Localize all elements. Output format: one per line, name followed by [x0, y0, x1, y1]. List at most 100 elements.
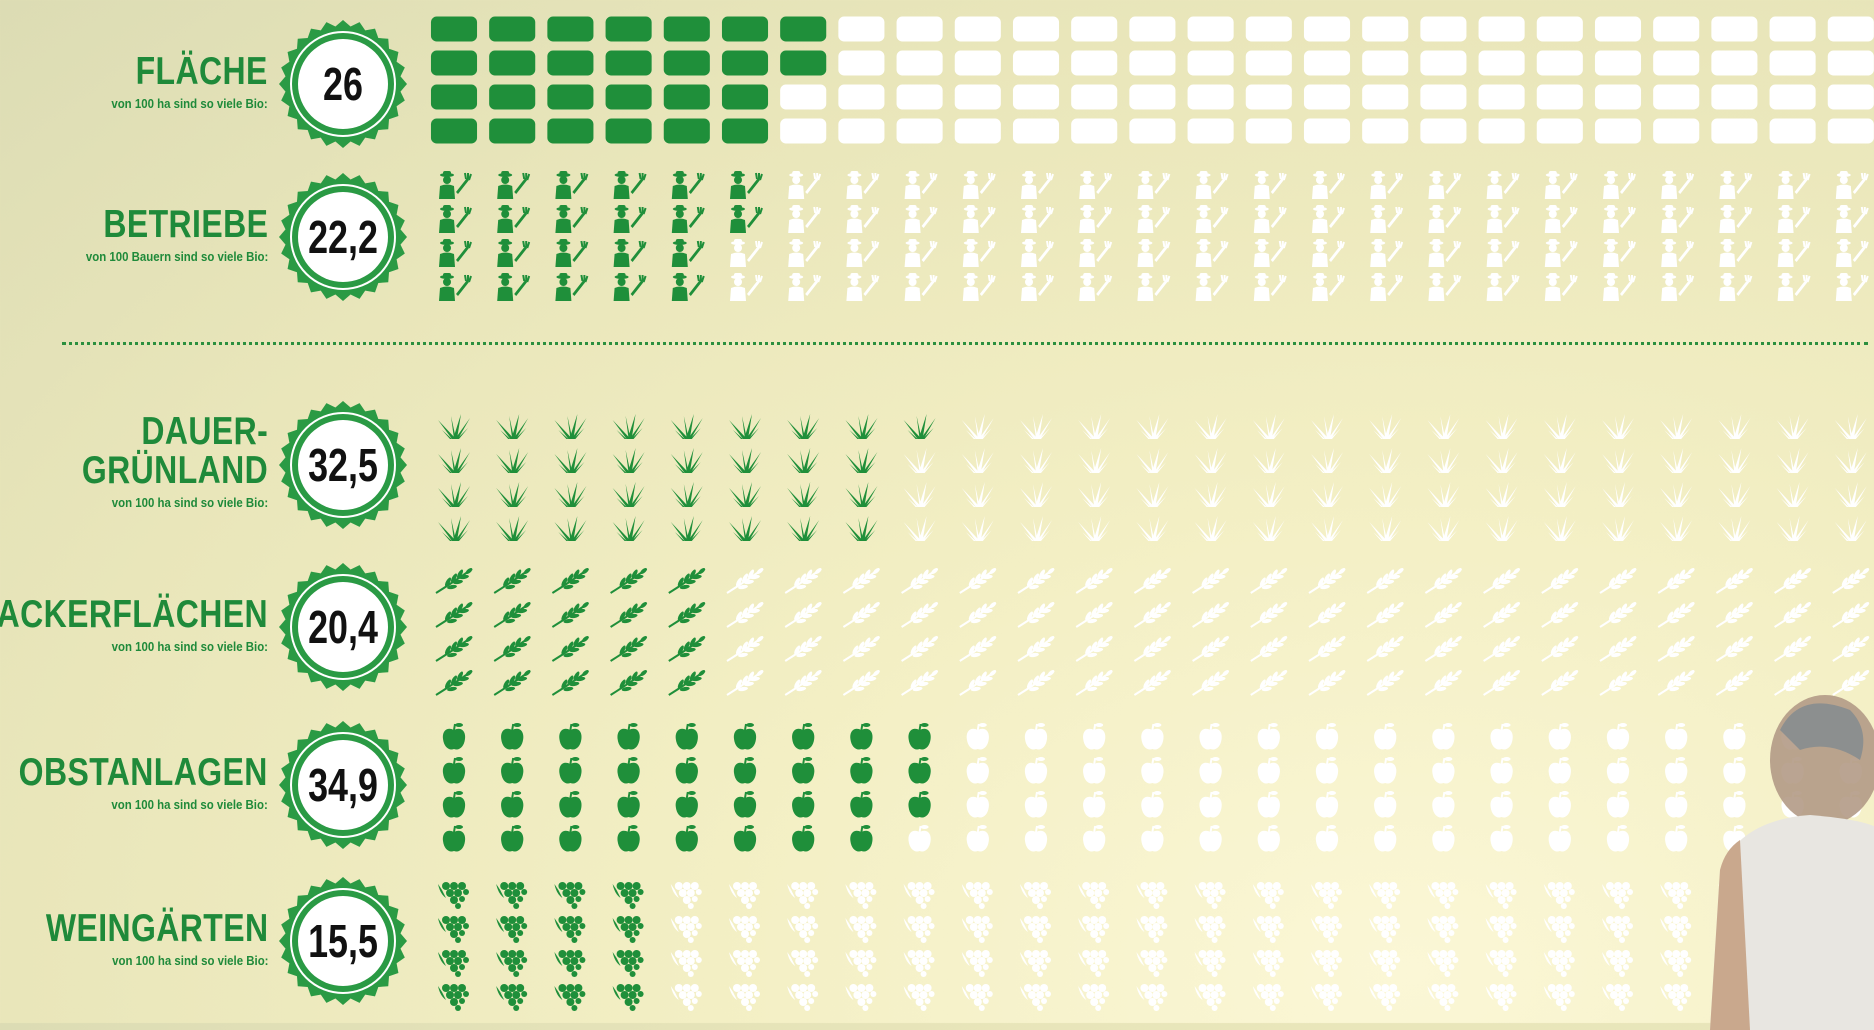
- betriebe-bio-farmer-icon: [437, 272, 473, 302]
- wein-bio-grapes-icon: [496, 882, 528, 909]
- wein-conventional-grapes-icon: [1369, 916, 1401, 943]
- acker-conventional-wheat-icon: [1540, 599, 1581, 629]
- flaeche-bio-field-block-icon: [489, 50, 536, 76]
- dauer-conventional-grass-icon: [1602, 448, 1634, 473]
- wein-conventional-grapes-icon: [670, 916, 702, 943]
- betriebe-conventional-farmer-icon: [1776, 204, 1811, 234]
- obst-bio-apple-icon: [790, 824, 816, 853]
- betriebe-conventional-farmer-icon: [1601, 238, 1637, 268]
- flaeche-conventional-field-block-icon: [1362, 50, 1409, 76]
- obst-conventional-apple-icon: [1198, 824, 1223, 853]
- betriebe-bio-farmer-icon: [554, 238, 589, 268]
- flaeche-bio-field-block-icon: [721, 50, 769, 76]
- betriebe-conventional-farmer-icon: [728, 238, 764, 268]
- acker-conventional-wheat-icon: [1482, 667, 1523, 697]
- flaeche-conventional-field-block-icon: [780, 118, 827, 144]
- betriebe-bio-farmer-icon: [612, 204, 647, 234]
- wein-conventional-grapes-icon: [1485, 882, 1517, 909]
- acker-conventional-wheat-icon: [1133, 667, 1173, 697]
- obst-bio-apple-icon: [441, 824, 467, 853]
- flaeche-conventional-field-block-icon: [1536, 118, 1583, 144]
- wein-conventional-grapes-icon: [787, 950, 819, 977]
- wein-conventional-grapes-icon: [845, 882, 877, 909]
- dauer-bio-grass-icon: [554, 516, 587, 541]
- flaeche-conventional-field-block-icon: [1769, 50, 1816, 76]
- betriebe-bio-farmer-icon: [670, 204, 705, 234]
- wein-conventional-grapes-icon: [1369, 984, 1401, 1011]
- flaeche-conventional-field-block-icon: [838, 118, 885, 144]
- dauer-conventional-grass-icon: [1369, 482, 1402, 507]
- flaeche-value-badge: 26: [278, 19, 408, 149]
- obst-conventional-apple-icon: [1023, 824, 1049, 853]
- dauer-conventional-grass-icon: [1427, 482, 1460, 507]
- obst-conventional-apple-icon: [1372, 824, 1398, 853]
- dauer-conventional-grass-icon: [1020, 448, 1052, 473]
- wein-conventional-grapes-icon: [1543, 984, 1575, 1011]
- betriebe-conventional-farmer-icon: [1310, 272, 1346, 302]
- dauer-conventional-grass-icon: [1020, 414, 1052, 439]
- betriebe-conventional-farmer-icon: [1659, 272, 1695, 302]
- acker-conventional-wheat-icon: [900, 599, 941, 629]
- obst-bio-apple-icon: [790, 756, 816, 785]
- acker-bio-wheat-icon: [493, 633, 533, 663]
- flaeche-conventional-field-block-icon: [1594, 118, 1642, 144]
- wein-conventional-grapes-icon: [1136, 984, 1168, 1011]
- acker-conventional-wheat-icon: [784, 599, 824, 629]
- flaeche-bio-field-block-icon: [489, 118, 536, 144]
- dauer-conventional-grass-icon: [1252, 414, 1285, 439]
- wein-bio-grapes-icon: [496, 950, 528, 977]
- obst-conventional-apple-icon: [1489, 756, 1514, 785]
- wein-conventional-grapes-icon: [1602, 950, 1633, 977]
- wein-bio-grapes-icon: [496, 984, 528, 1011]
- obst-bio-apple-icon: [674, 756, 700, 785]
- obst-bio-apple-icon: [849, 824, 874, 853]
- dauer-conventional-grass-icon: [1776, 448, 1809, 473]
- acker-conventional-wheat-icon: [1482, 633, 1523, 663]
- acker-conventional-wheat-icon: [1598, 599, 1639, 629]
- betriebe-conventional-farmer-icon: [1485, 272, 1520, 302]
- betriebe-conventional-farmer-icon: [961, 238, 996, 268]
- dauer-bio-grass-icon: [845, 448, 878, 473]
- flaeche-conventional-field-block-icon: [1711, 16, 1758, 42]
- obst-bio-apple-icon: [790, 722, 816, 751]
- dauer-conventional-grass-icon: [1660, 516, 1693, 541]
- dauer-bio-grass-icon: [496, 448, 529, 473]
- flaeche-bio-field-block-icon: [605, 118, 652, 144]
- betriebe-title: BETRIEBE: [103, 203, 268, 246]
- obst-conventional-apple-icon: [1256, 722, 1282, 751]
- wein-conventional-grapes-icon: [1369, 950, 1401, 977]
- dauer-conventional-grass-icon: [1485, 516, 1518, 541]
- acker-conventional-wheat-icon: [842, 599, 882, 629]
- betriebe-conventional-farmer-icon: [1427, 170, 1462, 200]
- obst-bio-apple-icon: [558, 756, 583, 785]
- betriebe-value: 22,2: [308, 211, 378, 263]
- wein-conventional-grapes-icon: [787, 916, 819, 943]
- flaeche-conventional-field-block-icon: [1362, 16, 1409, 42]
- acker-conventional-wheat-icon: [1307, 667, 1348, 697]
- wein-conventional-grapes-icon: [1311, 916, 1342, 943]
- flaeche-conventional-field-block-icon: [1478, 118, 1525, 144]
- wein-conventional-grapes-icon: [961, 882, 993, 909]
- acker-bio-wheat-icon: [609, 633, 650, 663]
- dauer-conventional-grass-icon: [1427, 414, 1460, 439]
- obst-label: OBSTANLAGEN von 100 ha sind so viele Bio:: [0, 753, 268, 811]
- betriebe-bio-farmer-icon: [554, 170, 589, 200]
- acker-conventional-wheat-icon: [1191, 667, 1232, 697]
- obst-conventional-apple-icon: [1314, 756, 1340, 785]
- obst-conventional-apple-icon: [1431, 756, 1456, 785]
- acker-conventional-wheat-icon: [1598, 633, 1639, 663]
- betriebe-conventional-farmer-icon: [1659, 238, 1695, 268]
- dauer-bio-grass-icon: [438, 516, 470, 541]
- obst-conventional-apple-icon: [1256, 824, 1282, 853]
- flaeche-conventional-field-block-icon: [1653, 16, 1700, 42]
- wein-conventional-grapes-icon: [729, 950, 760, 977]
- obst-conventional-apple-icon: [1489, 790, 1514, 819]
- betriebe-conventional-farmer-icon: [1368, 204, 1404, 234]
- dauer-conventional-grass-icon: [1252, 448, 1285, 473]
- obst-conventional-apple-icon: [1372, 756, 1398, 785]
- obst-bio-apple-icon: [674, 790, 700, 819]
- dauer-conventional-grass-icon: [1776, 516, 1809, 541]
- dauer-bio-grass-icon: [612, 448, 645, 473]
- betriebe-conventional-farmer-icon: [1543, 170, 1579, 200]
- dauer-conventional-grass-icon: [1543, 482, 1576, 507]
